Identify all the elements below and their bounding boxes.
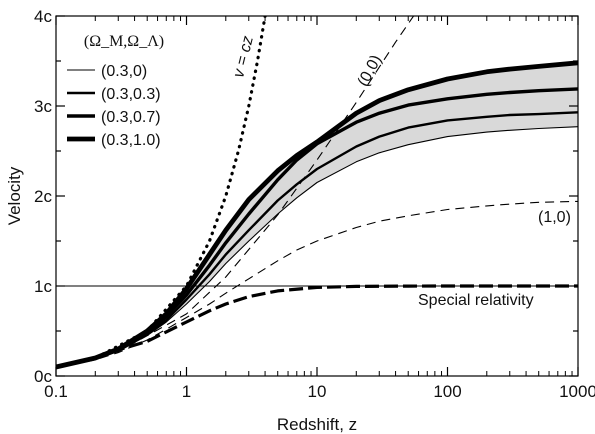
legend-title: (Ω_M,Ω_Λ)	[84, 33, 164, 50]
legend-label: (0.3,0.3)	[101, 86, 161, 103]
y-tick-label: 4c	[34, 7, 52, 26]
x-tick-label: 1	[182, 382, 191, 401]
annotation-open-universe: (0,0)	[355, 52, 385, 89]
x-tick-label: 100	[433, 382, 461, 401]
y-axis-title: Velocity	[5, 166, 24, 225]
x-tick-label: 1000	[559, 382, 595, 401]
y-tick-label: 2c	[34, 187, 52, 206]
legend-label: (0.3,1.0)	[101, 132, 161, 149]
y-tick-label: 0c	[34, 367, 52, 386]
annotation-v-cz: v = cz	[230, 34, 257, 79]
legend-label: (0.3,0)	[101, 63, 147, 80]
annotation-critical-universe: (1,0)	[538, 209, 571, 226]
x-tick-label: 10	[308, 382, 327, 401]
legend-label: (0.3,0.7)	[101, 109, 161, 126]
y-tick-label: 1c	[34, 277, 52, 296]
series-line-s3	[56, 60, 578, 370]
series-line-vcz	[56, 16, 267, 369]
series-line-s10	[56, 200, 578, 369]
x-tick-label: 0.1	[44, 382, 68, 401]
series-line-sr	[56, 284, 578, 369]
x-axis-title: Redshift, z	[277, 415, 357, 434]
y-tick-label: 3c	[34, 97, 52, 116]
series-line-s00	[56, 16, 415, 368]
legend: (Ω_M,Ω_Λ) (0.3,0) (0.3,0.3) (0.3,0.7) (0.3,…	[67, 33, 164, 149]
annotation-special-relativity: Special relativity	[418, 292, 534, 309]
